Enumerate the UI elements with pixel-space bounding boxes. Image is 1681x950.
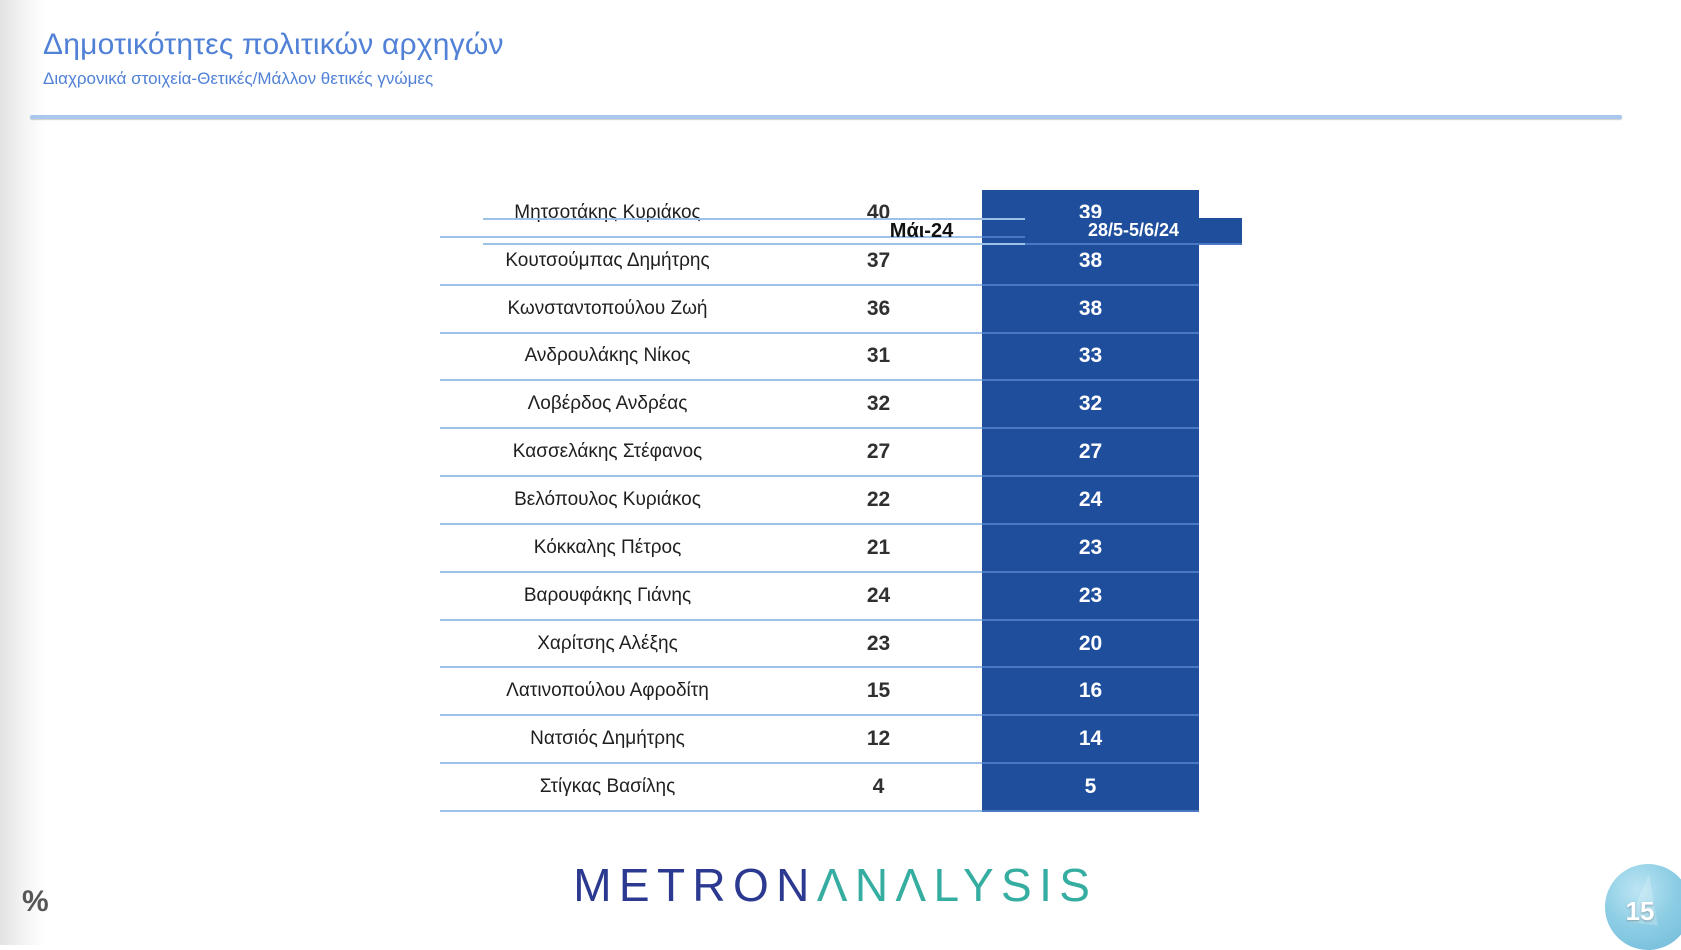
col-header-current-wave: 28/5-5/6/24	[1025, 218, 1242, 245]
politician-name-cell: Λοβέρδος Ανδρέας	[440, 381, 775, 430]
page-title: Δημοτικότητες πολιτικών αρχηγών	[43, 28, 504, 61]
politician-name-cell: Κόκκαλης Πέτρος	[440, 525, 775, 573]
current-wave-value-cell: 38	[982, 285, 1199, 334]
politician-name-cell: Κασσελάκης Στέφανος	[440, 429, 775, 478]
slide-header: Δημοτικότητες πολιτικών αρχηγών Διαχρονι…	[43, 28, 504, 89]
table-row: Νατσιός Δημήτρης 12 14	[440, 716, 1199, 765]
table-row: Λοβέρδος Ανδρέας 32 32	[440, 381, 1199, 430]
current-wave-value-cell: 38	[982, 237, 1199, 286]
table-row: Μητσοτάκης Κυριάκος 40 39	[440, 190, 1199, 238]
col-header-may24: Μάι-24	[818, 218, 1025, 245]
may24-value-cell: 23	[775, 621, 982, 669]
may24-value-cell: 24	[775, 573, 982, 621]
logo-analysis-wordmark: ΛNΛLYSIS	[816, 859, 1098, 911]
may24-value-cell: 15	[775, 668, 982, 717]
current-wave-value-cell: 32	[982, 381, 1199, 430]
politician-name-cell: Στίγκας Βασίλης	[440, 764, 775, 812]
table-row: Χαρίτσης Αλέξης 23 20	[440, 620, 1199, 669]
table-row: Κουτσούμπας Δημήτρης 37 38	[440, 237, 1199, 286]
may24-value-cell: 37	[775, 238, 982, 286]
table-row: Βαρουφάκης Γιάνης 24 23	[440, 572, 1199, 621]
page-number-badge: 15	[1605, 864, 1681, 950]
table-row: Βελόπουλος Κυριάκος 22 24	[440, 477, 1199, 525]
current-wave-value-cell: 24	[982, 477, 1199, 525]
politician-name-cell: Λατινοπούλου Αφροδίτη	[440, 668, 775, 717]
politician-name-cell: Νατσιός Δημήτρης	[440, 716, 775, 765]
current-wave-value-cell: 23	[982, 524, 1199, 573]
page-subtitle: Διαχρονικά στοιχεία-Θετικές/Μάλλον θετικ…	[43, 69, 434, 88]
may24-value-cell: 32	[775, 381, 982, 430]
table-row: Στίγκας Βασίλης 4 5	[440, 764, 1199, 812]
page-edge-shadow	[0, 0, 46, 945]
current-wave-value-cell: 14	[982, 716, 1199, 765]
current-wave-value-cell: 20	[982, 620, 1199, 669]
politician-name-cell: Μητσοτάκης Κυριάκος	[440, 190, 775, 238]
may24-value-cell: 12	[775, 716, 982, 765]
current-wave-value-cell: 5	[982, 764, 1199, 812]
table-row: Ανδρουλάκης Νίκος 31 33	[440, 333, 1199, 382]
page-number: 15	[1625, 895, 1655, 926]
logo-metron-wordmark: METRON	[573, 859, 817, 911]
politician-name-cell: Χαρίτσης Αλέξης	[440, 621, 775, 669]
politician-name-cell: Κωνσταντοπούλου Ζωή	[440, 286, 775, 334]
politician-name-cell: Βελόπουλος Κυριάκος	[440, 477, 775, 525]
may24-value-cell: 27	[775, 429, 982, 478]
may24-value-cell: 21	[775, 525, 982, 573]
table-row: Κόκκαλης Πέτρος 21 23	[440, 524, 1199, 573]
politician-name-cell: Βαρουφάκης Γιάνης	[440, 573, 775, 621]
popularity-table: Μάι-24 28/5-5/6/24 Μητσοτάκης Κυριάκος 40…	[440, 190, 1242, 812]
current-wave-value-cell: 27	[982, 429, 1199, 478]
may24-value-cell: 36	[775, 286, 982, 334]
table-row: Λατινοπούλου Αφροδίτη 15 16	[440, 668, 1199, 717]
politician-name-cell: Ανδρουλάκης Νίκος	[440, 334, 775, 382]
table-row: Κασσελάκης Στέφανος 27 27	[440, 429, 1199, 478]
table-row: Κωνσταντοπούλου Ζωή 36 38	[440, 285, 1199, 334]
current-wave-value-cell: 16	[982, 668, 1199, 717]
title-divider	[30, 115, 1622, 119]
col-header-name	[483, 218, 818, 245]
metron-analysis-logo: METRONΛNΛLYSIS	[573, 858, 1097, 912]
may24-value-cell: 31	[775, 334, 982, 382]
current-wave-value-cell: 33	[982, 333, 1199, 382]
table-header-row: Μάι-24 28/5-5/6/24	[483, 218, 1242, 245]
may24-value-cell: 4	[775, 764, 982, 812]
politician-name-cell: Κουτσούμπας Δημήτρης	[440, 238, 775, 286]
may24-value-cell: 22	[775, 477, 982, 525]
percent-unit-label: %	[22, 885, 49, 918]
current-wave-value-cell: 23	[982, 572, 1199, 621]
